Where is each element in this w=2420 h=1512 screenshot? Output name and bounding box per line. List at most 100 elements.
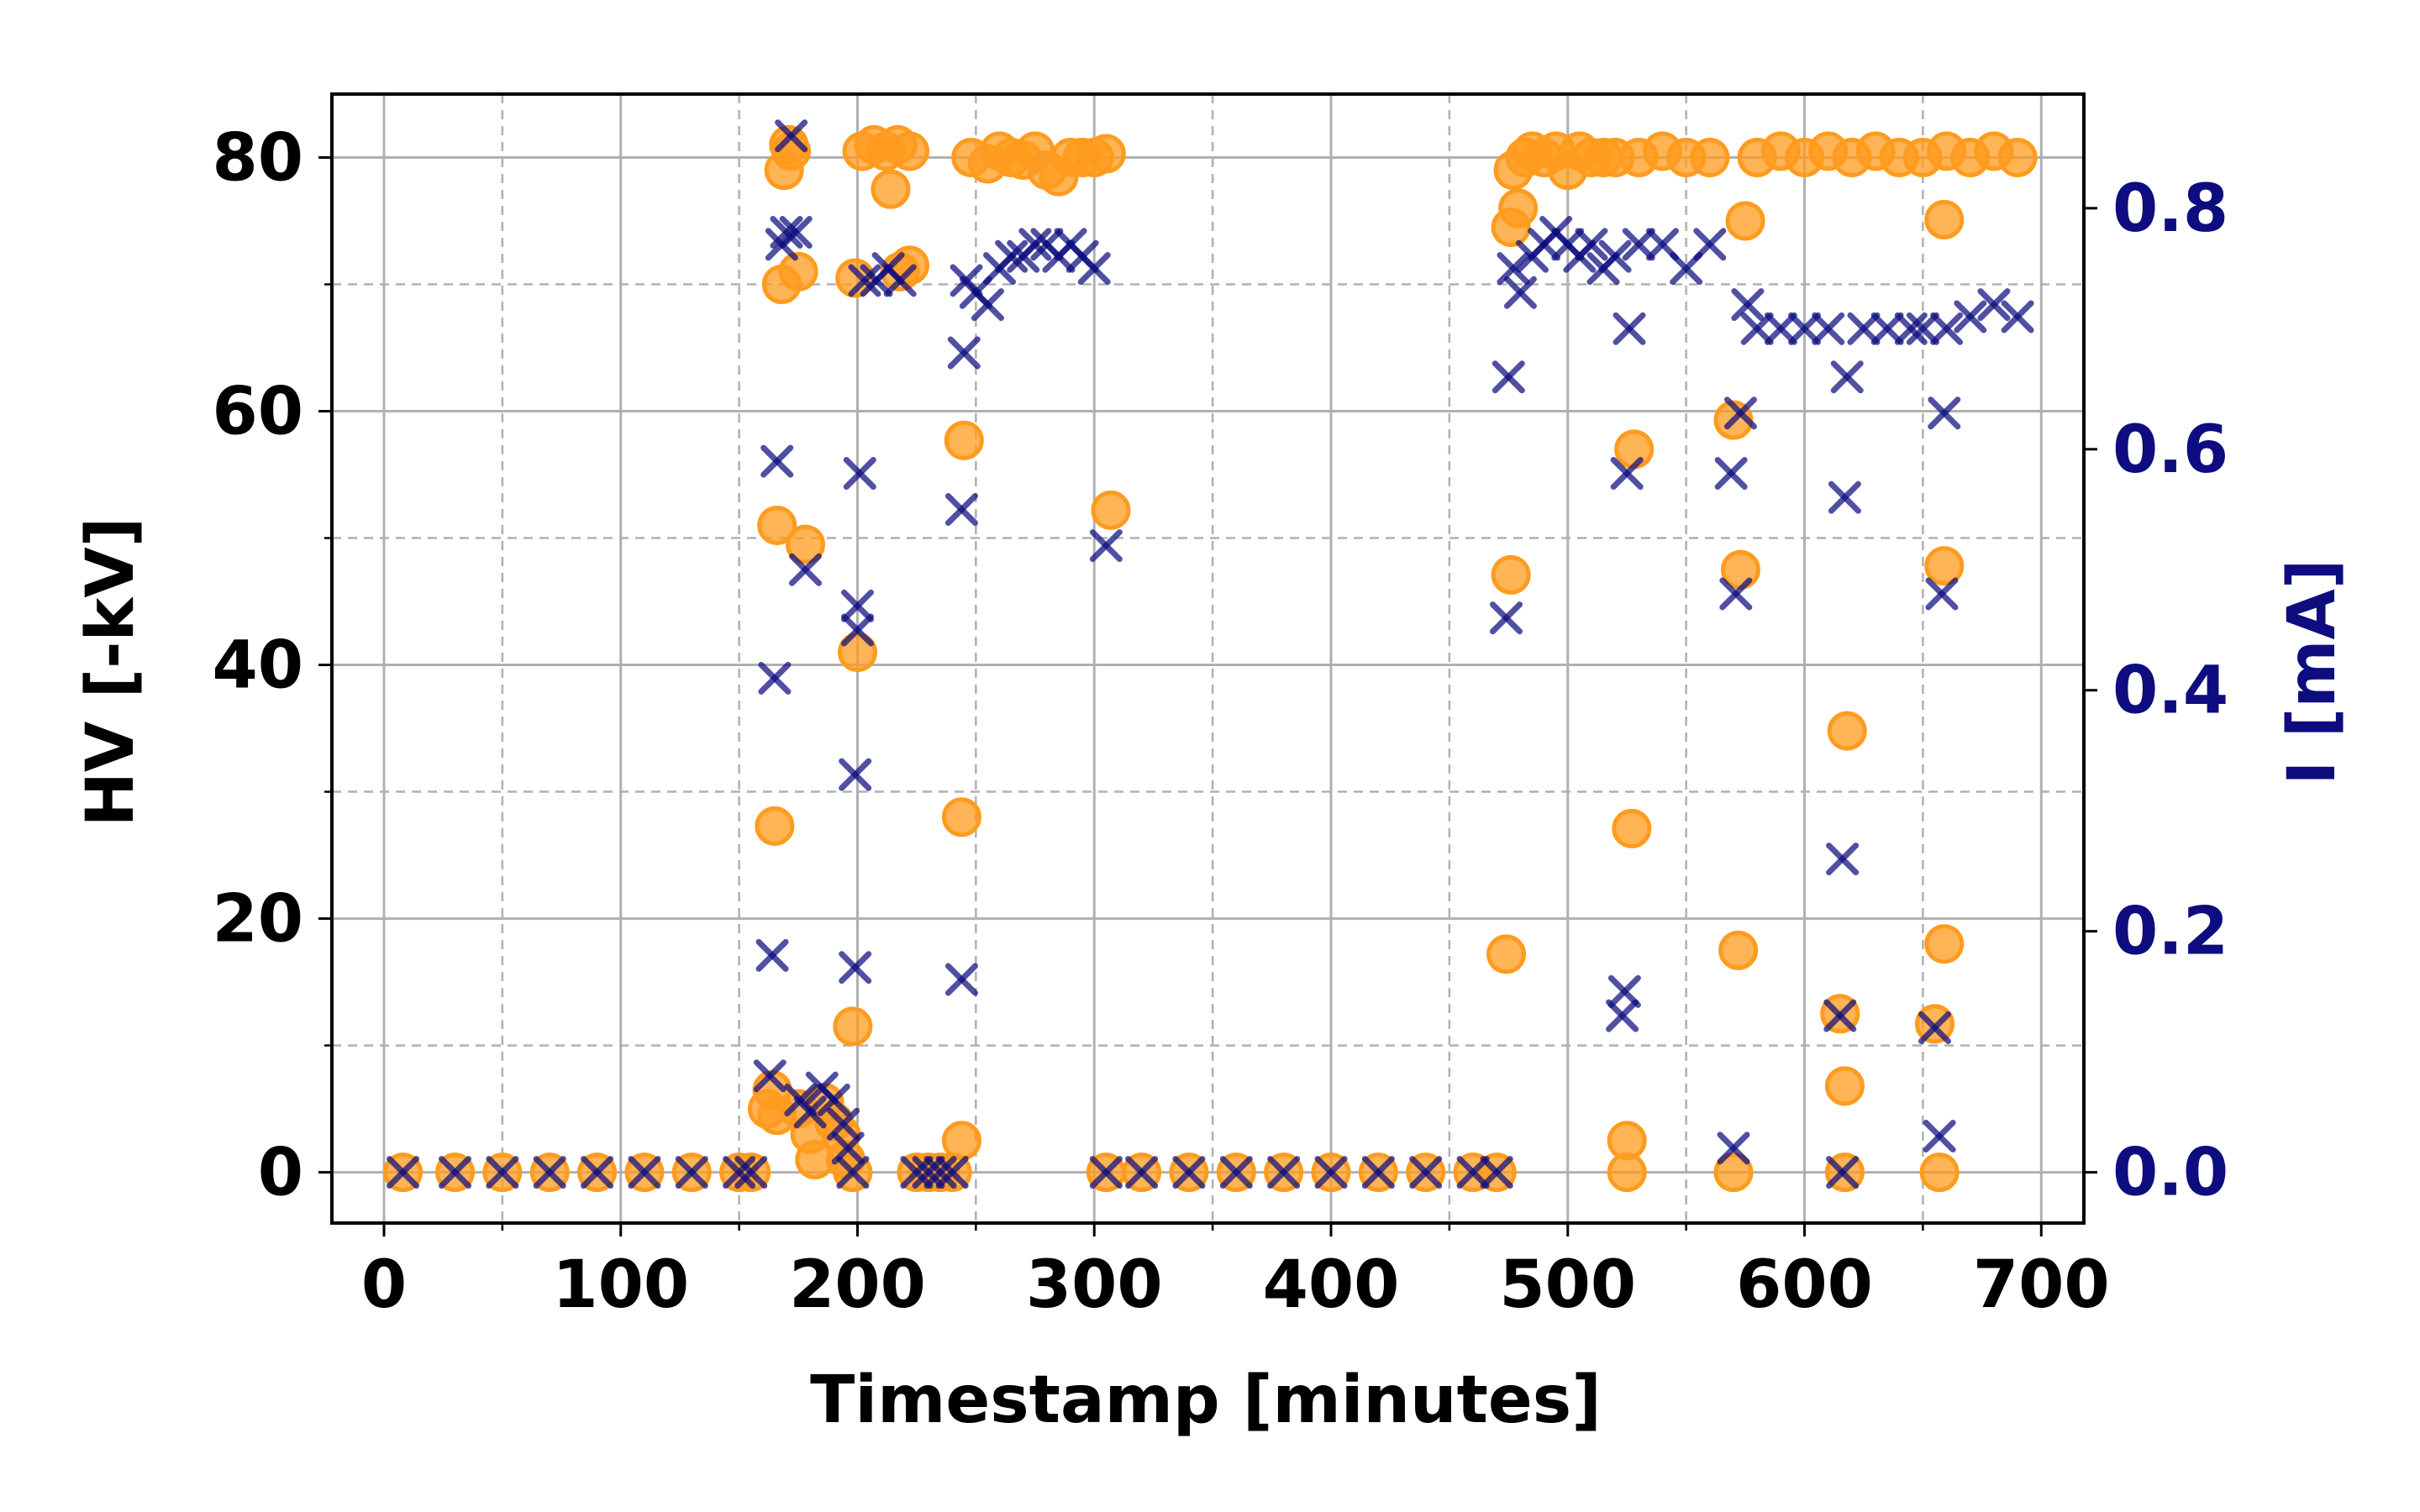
x-tick-label: 300: [1026, 1247, 1163, 1323]
current-point-stroke: [1622, 228, 1655, 261]
y2-tick-label: 0.6: [2112, 412, 2228, 488]
current-point-stroke: [1823, 999, 1857, 1032]
current-point-stroke: [486, 1156, 519, 1189]
current-point-stroke: [1719, 577, 1753, 611]
current-point: [839, 758, 872, 791]
current-point-stroke: [1361, 1156, 1395, 1189]
current-point: [944, 493, 978, 527]
current-point-stroke: [675, 1156, 708, 1189]
current-point: [793, 1095, 827, 1129]
current-point: [1497, 252, 1530, 286]
current-point: [775, 119, 808, 153]
hv-point: [1919, 1152, 1960, 1193]
y-tick-label: 80: [212, 121, 303, 197]
ticks: 0 100 200 300 400 500 600 700 0 20 40 60 80 0.0 0.2 0.4…: [212, 121, 2228, 1323]
current-point: [883, 264, 917, 297]
current-point: [734, 1156, 768, 1189]
hv-point: [944, 420, 984, 460]
current-point: [841, 589, 874, 622]
current-point: [1812, 312, 1845, 345]
hv-point: [1718, 930, 1759, 970]
current-point-stroke: [755, 938, 789, 972]
current-point: [1125, 1156, 1159, 1189]
hv-point: [1725, 201, 1765, 241]
current-point: [758, 661, 792, 695]
current-point-stroke: [839, 951, 872, 984]
hv-point: [1614, 429, 1655, 470]
current-point: [1870, 312, 1904, 345]
current-point: [947, 336, 981, 370]
current-point-stroke: [1606, 999, 1639, 1032]
current-point: [779, 216, 813, 249]
current-point-stroke: [1480, 1156, 1513, 1189]
current-point-stroke: [1491, 360, 1525, 394]
current-point: [533, 1156, 566, 1189]
x-tick-label: 400: [1263, 1247, 1400, 1323]
current-point: [1923, 1120, 1956, 1153]
current-point: [817, 1084, 850, 1117]
current-point: [1830, 360, 1864, 394]
current-point-stroke: [775, 119, 808, 153]
current-point-stroke: [2001, 300, 2034, 333]
current-point-stroke: [1314, 1156, 1348, 1189]
hv-point: [1713, 1152, 1754, 1193]
hv-point: [889, 131, 929, 171]
y2-tick-label: 0.8: [2112, 171, 2228, 247]
current-point-stroke: [1503, 276, 1537, 309]
current-point-stroke: [1089, 1156, 1123, 1189]
current-point-stroke: [789, 553, 823, 586]
current-point: [1906, 312, 1939, 345]
x-tick-label: 600: [1736, 1247, 1873, 1323]
y-tick-label: 60: [212, 375, 303, 450]
current-point-stroke: [944, 963, 978, 996]
current-point-stroke: [839, 758, 872, 791]
current-point-stroke: [439, 1156, 472, 1189]
current-point: [1607, 974, 1641, 1008]
current-point: [2001, 300, 2034, 333]
y2-axis-label: I [mA]: [2275, 559, 2350, 785]
current-point-stroke: [723, 1156, 756, 1189]
current-point-stroke: [843, 456, 876, 490]
current-point-stroke: [1714, 456, 1748, 490]
current-point-stroke: [841, 589, 874, 622]
hv-point: [941, 1121, 981, 1161]
current-point: [1719, 577, 1753, 611]
data-points: [383, 119, 2038, 1193]
current-point: [1361, 1156, 1395, 1189]
current-point-stroke: [1930, 312, 1964, 345]
current-point-stroke: [836, 1156, 870, 1189]
hv-point: [1091, 490, 1131, 530]
current-point-stroke: [1977, 288, 2011, 322]
current-point: [843, 456, 876, 490]
current-point: [1894, 312, 1928, 345]
current-point: [760, 444, 794, 478]
hv-point: [838, 632, 877, 672]
current-point: [581, 1156, 614, 1189]
current-point-stroke: [760, 444, 794, 478]
current-point: [1788, 312, 1822, 345]
current-point: [1954, 300, 1987, 333]
current-point: [1823, 999, 1857, 1032]
current-point-stroke: [944, 493, 978, 527]
y-tick-label: 40: [212, 628, 303, 704]
current-point: [1172, 1156, 1206, 1189]
current-point: [1491, 360, 1525, 394]
current-point-stroke: [1731, 288, 1765, 322]
current-point-stroke: [883, 264, 917, 297]
hv-point: [757, 505, 797, 545]
current-point: [1693, 228, 1727, 261]
current-point: [1612, 312, 1646, 345]
current-point-stroke: [1267, 1156, 1301, 1189]
y2-tick-label: 0.4: [2112, 654, 2228, 729]
current-point-stroke: [947, 336, 981, 370]
current-point-stroke: [923, 1156, 957, 1189]
current-point: [1977, 288, 2011, 322]
current-point-stroke: [793, 1095, 827, 1129]
current-point: [789, 553, 823, 586]
hv-point: [1498, 188, 1539, 228]
current-point-stroke: [758, 661, 792, 695]
current-point: [1928, 396, 1961, 430]
current-point: [439, 1156, 472, 1189]
current-point: [1219, 1156, 1253, 1189]
